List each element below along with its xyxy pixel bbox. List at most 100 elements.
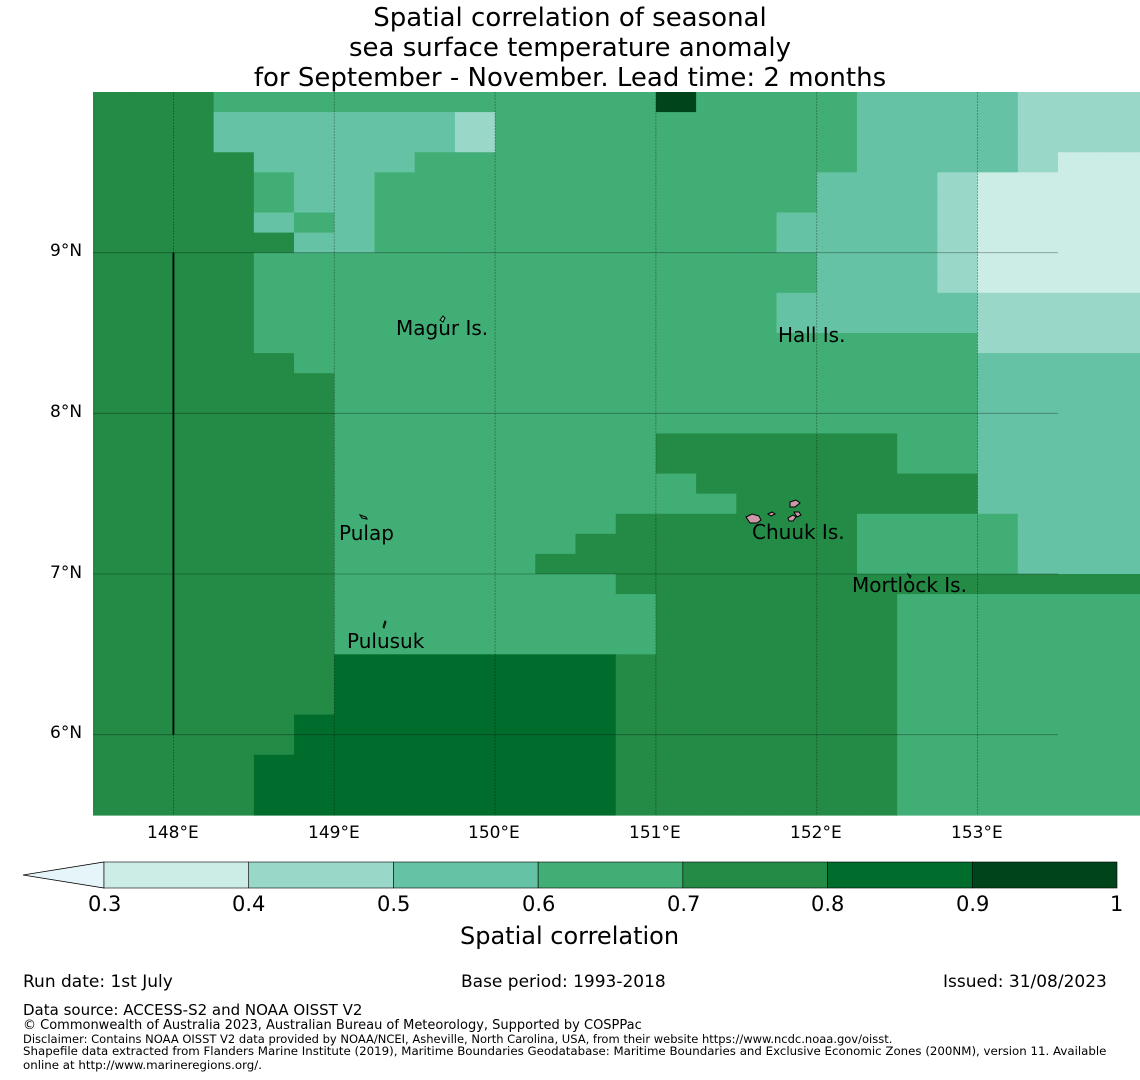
correlation-cell: [736, 714, 778, 736]
correlation-cell: [977, 714, 1019, 736]
correlation-cell: [696, 754, 737, 776]
correlation-cell: [696, 453, 737, 475]
correlation-cell: [414, 232, 456, 254]
correlation-cell: [213, 734, 255, 756]
correlation-cell: [213, 493, 255, 515]
correlation-cell: [615, 333, 657, 354]
correlation-cell: [1138, 714, 1140, 736]
island-shape-pulusuk: [382, 620, 387, 629]
correlation-cell: [294, 132, 335, 153]
correlation-cell: [776, 92, 818, 113]
correlation-cell: [816, 413, 858, 435]
correlation-cell: [937, 594, 979, 615]
correlation-cell: [93, 513, 134, 535]
correlation-cell: [856, 654, 898, 676]
correlation-cell: [133, 473, 175, 495]
correlation-cell: [454, 252, 496, 274]
correlation-cell: [655, 112, 697, 133]
correlation-cell: [575, 333, 617, 354]
correlation-cell: [655, 574, 697, 595]
correlation-cell: [937, 393, 979, 414]
correlation-cell: [173, 292, 215, 314]
correlation-cell: [897, 513, 938, 535]
correlation-cell: [495, 453, 536, 475]
correlation-cell: [1098, 553, 1140, 575]
correlation-cell: [253, 714, 295, 736]
correlation-cell: [615, 553, 657, 575]
correlation-cell: [937, 774, 979, 796]
correlation-cell: [1017, 333, 1059, 354]
correlation-cell: [575, 694, 617, 716]
correlation-cell: [736, 312, 778, 334]
correlation-cell: [897, 473, 938, 495]
correlation-cell: [816, 493, 858, 515]
correlation-cell: [213, 654, 255, 676]
correlation-cell: [253, 333, 295, 354]
x-tick-label: 151°E: [629, 823, 681, 843]
correlation-cell: [816, 272, 858, 294]
correlation-cell: [655, 674, 697, 696]
correlation-cell: [736, 272, 778, 294]
correlation-cell: [535, 594, 577, 615]
correlation-cell: [133, 654, 175, 676]
correlation-cell: [696, 694, 737, 716]
chart-title-line-2: sea surface temperature anomaly: [349, 33, 791, 63]
correlation-cell: [414, 594, 456, 615]
correlation-cell: [133, 674, 175, 696]
correlation-cell: [1138, 654, 1140, 676]
correlation-cell: [1017, 553, 1059, 575]
correlation-cell: [1138, 333, 1140, 354]
correlation-cell: [816, 794, 858, 816]
correlation-cell: [816, 393, 858, 414]
correlation-cell: [253, 614, 295, 635]
correlation-cell: [696, 794, 737, 816]
correlation-cell: [535, 212, 577, 234]
correlation-cell: [133, 433, 175, 455]
correlation-cell: [93, 694, 134, 716]
correlation-cell: [1138, 754, 1140, 776]
correlation-cell: [334, 594, 376, 615]
correlation-cell: [253, 594, 295, 615]
correlation-cell: [294, 714, 335, 736]
correlation-cell: [655, 333, 697, 354]
correlation-cell: [535, 112, 577, 133]
correlation-cell: [1138, 92, 1140, 113]
correlation-cell: [334, 734, 376, 756]
correlation-cell: [173, 333, 215, 354]
correlation-cell: [334, 373, 376, 394]
correlation-cell: [1058, 533, 1099, 555]
correlation-cell: [615, 112, 657, 133]
correlation-cell: [856, 393, 898, 414]
correlation-cell: [937, 232, 979, 254]
correlation-cell: [615, 654, 657, 676]
correlation-cell: [816, 654, 858, 676]
correlation-cell: [414, 393, 456, 414]
correlation-cell: [977, 473, 1019, 495]
correlation-cell: [414, 413, 456, 435]
correlation-cell: [213, 433, 255, 455]
correlation-cell: [816, 152, 858, 173]
correlation-cell: [575, 232, 617, 254]
correlation-cell: [374, 774, 416, 796]
correlation-cell: [1098, 754, 1140, 776]
correlation-cell: [1017, 734, 1059, 756]
correlation-cell: [253, 172, 295, 194]
correlation-cell: [334, 393, 376, 414]
correlation-cell: [1017, 272, 1059, 294]
correlation-cell: [615, 533, 657, 555]
correlation-cell: [1017, 252, 1059, 274]
correlation-cell: [213, 794, 255, 816]
correlation-cell: [615, 132, 657, 153]
correlation-cell: [495, 192, 536, 214]
correlation-cell: [133, 333, 175, 354]
correlation-cell: [173, 674, 215, 696]
correlation-cell: [374, 533, 416, 555]
correlation-cell: [977, 112, 1019, 133]
correlation-cell: [1058, 774, 1099, 796]
correlation-cell: [977, 513, 1019, 535]
correlation-cell: [1098, 333, 1140, 354]
correlation-cell: [173, 594, 215, 615]
correlation-cell: [213, 272, 255, 294]
correlation-cell: [495, 232, 536, 254]
correlation-cell: [897, 112, 938, 133]
